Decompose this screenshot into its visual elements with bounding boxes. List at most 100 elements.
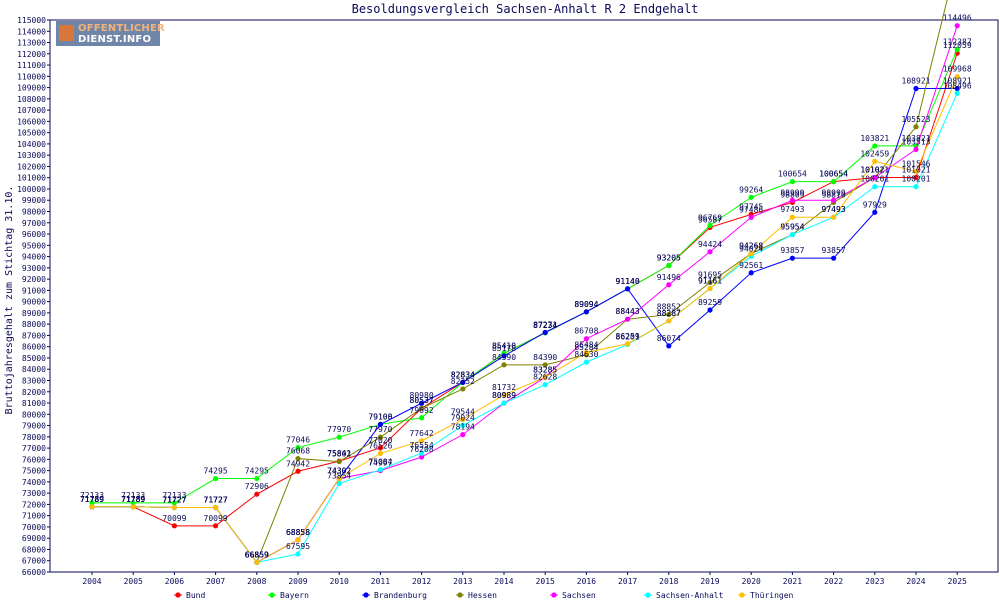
data-point <box>872 158 878 164</box>
data-label: 72133 <box>80 491 104 500</box>
data-label: 87234 <box>533 321 557 330</box>
data-label: 72133 <box>162 491 186 500</box>
data-label: 98999 <box>822 188 846 197</box>
data-point <box>954 85 960 92</box>
data-point <box>295 468 301 474</box>
data-label: 91161 <box>698 277 722 286</box>
data-label: 71789 <box>80 495 104 504</box>
data-label: 71789 <box>80 495 104 504</box>
data-label: 74302 <box>327 466 351 475</box>
y-tick-label: 110000 <box>17 72 46 81</box>
data-label: 88443 <box>616 307 640 316</box>
data-label: 108496 <box>943 81 972 90</box>
legend-label: Hessen <box>468 591 497 600</box>
data-point <box>171 500 177 506</box>
data-label: 74295 <box>245 467 269 476</box>
data-point <box>130 504 136 510</box>
y-axis-label: Bruttojahresgehalt zum Stichtag 31.10. <box>4 186 15 415</box>
data-label: 86201 <box>616 332 640 341</box>
data-label: 94268 <box>739 242 763 251</box>
data-point <box>666 282 672 288</box>
legend-label: Bayern <box>280 591 309 600</box>
data-label: 70099 <box>204 514 228 523</box>
data-point <box>419 415 425 421</box>
data-point <box>501 400 507 406</box>
data-point <box>460 379 466 385</box>
data-point <box>707 249 713 255</box>
y-tick-label: 102000 <box>17 162 46 171</box>
data-label: 70099 <box>162 514 186 523</box>
data-label: 71727 <box>162 495 186 504</box>
data-point <box>377 434 383 440</box>
data-label: 102459 <box>860 149 889 158</box>
data-point <box>748 250 754 257</box>
data-label: 103513 <box>902 137 931 146</box>
data-label: 67595 <box>286 542 310 551</box>
y-tick-label: 84000 <box>22 365 46 374</box>
data-label: 112059 <box>943 41 972 50</box>
data-point <box>913 168 919 175</box>
data-label: 80537 <box>410 396 434 405</box>
data-point <box>583 349 590 356</box>
y-tick-label: 78000 <box>22 433 46 442</box>
data-label: 94424 <box>698 240 722 249</box>
data-label: 91161 <box>698 277 722 286</box>
y-tick-label: 111000 <box>17 61 46 70</box>
data-point <box>872 174 878 181</box>
data-label: 96587 <box>698 215 722 224</box>
data-label: 82834 <box>451 370 475 379</box>
logo-line-2: DIENST.INFO <box>78 34 152 45</box>
data-label: 80537 <box>410 396 434 405</box>
x-tick-label: 2015 <box>536 577 555 586</box>
data-label: 79100 <box>368 412 392 421</box>
y-tick-label: 112000 <box>17 50 46 59</box>
data-point <box>130 500 136 506</box>
data-point <box>254 559 260 565</box>
data-label: 85178 <box>492 344 516 353</box>
logo-line-1: OFFENTLICHER <box>78 23 165 34</box>
data-label: 77642 <box>410 429 434 438</box>
y-tick-label: 94000 <box>22 253 46 262</box>
data-label: 100654 <box>819 170 848 179</box>
data-label: 80980 <box>410 391 434 400</box>
legend-marker <box>739 592 745 598</box>
data-label: 71789 <box>121 495 145 504</box>
y-tick-label: 81000 <box>22 399 46 408</box>
data-point <box>666 262 672 269</box>
data-label: 68858 <box>286 528 310 537</box>
data-point <box>295 455 301 462</box>
data-label: 94024 <box>739 244 763 253</box>
data-label: 98810 <box>822 190 846 199</box>
data-label: 87234 <box>533 321 557 330</box>
data-point <box>501 362 507 368</box>
y-tick-label: 109000 <box>17 84 46 93</box>
legend-marker <box>175 592 181 598</box>
data-label: 77046 <box>286 436 310 445</box>
data-label: 79024 <box>451 413 475 422</box>
y-tick-label: 114000 <box>17 27 46 36</box>
data-point <box>666 343 672 349</box>
data-label: 81732 <box>492 383 516 392</box>
x-tick-label: 2020 <box>742 577 761 586</box>
data-label: 93205 <box>657 254 681 263</box>
data-point <box>707 222 713 228</box>
data-label: 74295 <box>204 467 228 476</box>
value-labels: 71789 71789 70099 70099 72906 74942 75841 77020… <box>80 14 972 560</box>
data-label: 71727 <box>162 495 186 504</box>
y-tick-label: 107000 <box>17 106 46 115</box>
data-label: 112387 <box>943 37 972 46</box>
y-tick-label: 67000 <box>22 557 46 566</box>
data-point <box>583 359 590 365</box>
legend-marker <box>269 592 275 598</box>
x-tick-label: 2011 <box>371 577 390 586</box>
y-tick-label: 97000 <box>22 219 46 228</box>
series-line-5 <box>92 93 958 563</box>
data-label: 75084 <box>368 458 392 467</box>
data-point <box>542 374 548 380</box>
y-tick-label: 98000 <box>22 208 46 217</box>
y-tick-label: 72000 <box>22 500 46 509</box>
y-tick-label: 77000 <box>22 444 46 453</box>
data-point <box>913 85 919 92</box>
data-label: 88287 <box>657 309 681 318</box>
